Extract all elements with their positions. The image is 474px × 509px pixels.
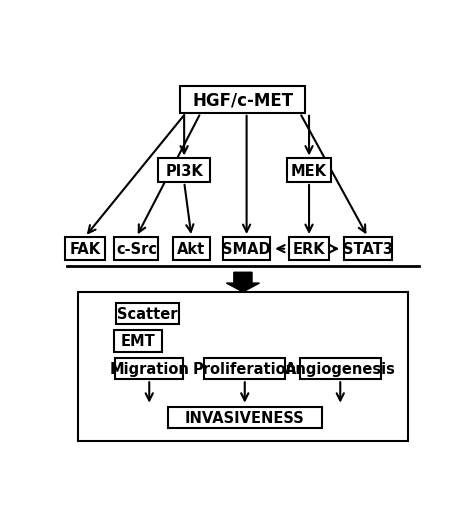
FancyBboxPatch shape (300, 358, 381, 380)
FancyBboxPatch shape (78, 292, 408, 441)
FancyBboxPatch shape (289, 237, 329, 261)
Text: Angiogenesis: Angiogenesis (285, 361, 396, 376)
FancyBboxPatch shape (114, 330, 162, 352)
Polygon shape (227, 273, 259, 292)
FancyBboxPatch shape (65, 237, 105, 261)
FancyBboxPatch shape (181, 87, 305, 114)
FancyBboxPatch shape (168, 407, 322, 429)
Text: MEK: MEK (291, 163, 327, 178)
FancyBboxPatch shape (116, 303, 179, 325)
Text: ERK: ERK (293, 242, 325, 257)
Text: HGF/c-MET: HGF/c-MET (192, 91, 293, 109)
FancyBboxPatch shape (204, 358, 285, 380)
FancyBboxPatch shape (287, 159, 331, 183)
FancyBboxPatch shape (223, 237, 271, 261)
FancyBboxPatch shape (173, 237, 210, 261)
Text: Migration: Migration (109, 361, 189, 376)
Text: FAK: FAK (69, 242, 100, 257)
Text: PI3K: PI3K (165, 163, 203, 178)
FancyBboxPatch shape (114, 237, 158, 261)
Text: STAT3: STAT3 (343, 242, 393, 257)
Text: EMT: EMT (121, 334, 155, 349)
Text: Proliferation: Proliferation (193, 361, 297, 376)
Text: INVASIVENESS: INVASIVENESS (185, 410, 305, 425)
Text: Akt: Akt (177, 242, 206, 257)
FancyBboxPatch shape (158, 159, 210, 183)
Text: Scatter: Scatter (117, 306, 178, 321)
Text: SMAD: SMAD (222, 242, 271, 257)
FancyBboxPatch shape (115, 358, 183, 380)
FancyBboxPatch shape (344, 237, 392, 261)
Text: c-Src: c-Src (116, 242, 157, 257)
